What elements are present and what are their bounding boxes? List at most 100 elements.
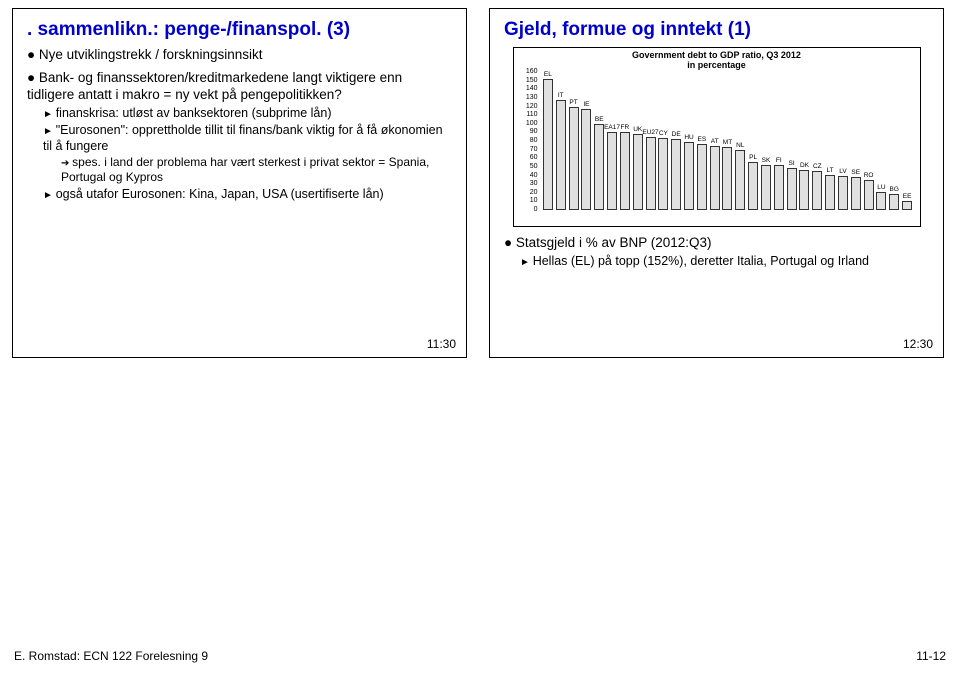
right-timecode: 12:30: [903, 337, 933, 351]
right-sub-1-text: Hellas (EL) på topp (152%), deretter Ita…: [533, 254, 869, 268]
chart-xlabel: MT: [723, 139, 732, 146]
left-list: Nye utviklingstrekk / forskningsinnsikt …: [27, 47, 452, 203]
chart-ytick: 60: [518, 154, 538, 161]
chart-bar: [658, 138, 668, 210]
chart-xlabel: RO: [864, 172, 874, 179]
left-sub-2-text: "Eurosonen": opprettholde tillit til fin…: [43, 123, 443, 153]
chart-bar: [787, 168, 797, 210]
chart-ytick: 40: [518, 172, 538, 179]
chart-xlabel: BG: [890, 186, 899, 193]
chart-xlabel: UK: [633, 126, 642, 133]
chart-bar: [902, 201, 912, 210]
chart-xlabel: FR: [621, 124, 630, 131]
chart-xlabel: IT: [558, 92, 564, 99]
chart-ytick: 0: [518, 206, 538, 213]
left-sub-3: også utafor Eurosonen: Kina, Japan, USA …: [43, 187, 452, 203]
chart-xlabel: IE: [583, 101, 589, 108]
chart-xlabel: LV: [839, 168, 846, 175]
chart-bar: [543, 79, 553, 210]
chart-ytick: 150: [518, 77, 538, 84]
right-bullet-1: Statsgjeld i % av BNP (2012:Q3) Hellas (…: [504, 235, 929, 270]
chart-xlabel: PL: [749, 154, 757, 161]
chart-bar: [671, 139, 681, 210]
chart-bar: [607, 132, 617, 210]
debt-chart: Government debt to GDP ratio, Q3 2012 in…: [513, 47, 921, 227]
left-sub-3-text: også utafor Eurosonen: Kina, Japan, USA …: [56, 187, 384, 201]
chart-xlabel: BE: [595, 116, 604, 123]
chart-bar: [774, 165, 784, 210]
chart-ytick: 100: [518, 120, 538, 127]
chart-ytick: 20: [518, 189, 538, 196]
right-sublist: Hellas (EL) på topp (152%), deretter Ita…: [504, 254, 929, 270]
chart-xlabel: CZ: [813, 163, 822, 170]
left-sub-1: finanskrisa: utløst av banksektoren (sub…: [43, 106, 452, 122]
chart-bar: [735, 150, 745, 210]
chart-title-line1: Government debt to GDP ratio, Q3 2012: [514, 50, 920, 60]
left-bullet-2-text: Bank- og finanssektoren/kreditmarkedene …: [27, 70, 402, 102]
chart-xlabel: AT: [711, 138, 719, 145]
chart-xlabel: SK: [762, 157, 771, 164]
chart-bar: [761, 165, 771, 210]
chart-bar: [581, 109, 591, 210]
chart-xlabel: SI: [789, 160, 795, 167]
chart-title-line2: in percentage: [514, 60, 920, 70]
chart-ytick: 120: [518, 103, 538, 110]
chart-ytick: 110: [518, 111, 538, 118]
chart-ytick: 10: [518, 197, 538, 204]
chart-bar: [851, 177, 861, 210]
chart-ytick: 50: [518, 163, 538, 170]
chart-bar: [889, 194, 899, 210]
chart-xlabel: ES: [698, 136, 707, 143]
chart-ytick: 160: [518, 68, 538, 75]
slide-right-title: Gjeld, formue og inntekt (1): [504, 19, 929, 41]
chart-bar: [646, 137, 656, 210]
slide-right: Gjeld, formue og inntekt (1) Government …: [489, 8, 944, 358]
slide-left-title: . sammenlikn.: penge-/finanspol. (3): [27, 19, 452, 41]
chart-bar: [722, 147, 732, 210]
right-bullet-1-text: Statsgjeld i % av BNP (2012:Q3): [516, 235, 712, 250]
chart-xlabel: FI: [776, 157, 782, 164]
left-bullet-1: Nye utviklingstrekk / forskningsinnsikt: [27, 47, 452, 64]
chart-xlabel: EE: [903, 193, 912, 200]
chart-plot-area: ELITPTIEBEEA17FRUKEU27CYDEHUESATMTNLPLSK…: [542, 72, 914, 220]
chart-title: Government debt to GDP ratio, Q3 2012 in…: [514, 50, 920, 70]
chart-bar: [697, 144, 707, 210]
chart-xlabel: DK: [800, 162, 809, 169]
footer-right: 11-12: [916, 649, 946, 663]
left-sublist: finanskrisa: utløst av banksektoren (sub…: [27, 106, 452, 203]
left-sub-2: "Eurosonen": opprettholde tillit til fin…: [43, 123, 452, 185]
chart-xlabel: HU: [684, 134, 693, 141]
chart-xlabel: DE: [672, 131, 681, 138]
right-sub-1: Hellas (EL) på topp (152%), deretter Ita…: [520, 254, 929, 270]
chart-xlabel: EU27: [642, 129, 658, 136]
chart-ytick: 130: [518, 94, 538, 101]
left-timecode: 11:30: [427, 337, 456, 351]
left-subsub-1: spes. i land der problema har vært sterk…: [61, 155, 452, 186]
left-subsub-1-text: spes. i land der problema har vært sterk…: [61, 155, 429, 185]
chart-bar: [864, 180, 874, 210]
chart-xlabel: SE: [851, 169, 860, 176]
chart-ytick: 140: [518, 85, 538, 92]
chart-bar: [799, 170, 809, 210]
chart-bar: [569, 107, 579, 211]
chart-bar: [684, 142, 694, 210]
slide-left: . sammenlikn.: penge-/finanspol. (3) Nye…: [12, 8, 467, 358]
chart-bar: [876, 192, 886, 210]
chart-xlabel: EL: [544, 71, 552, 78]
chart-bar: [556, 100, 566, 210]
left-subsublist: spes. i land der problema har vært sterk…: [43, 155, 452, 186]
chart-ytick: 80: [518, 137, 538, 144]
chart-bar: [748, 162, 758, 210]
page-footer: E. Romstad: ECN 122 Forelesning 9 11-12: [14, 649, 946, 663]
chart-bar: [633, 134, 643, 210]
chart-xlabel: CY: [659, 130, 668, 137]
chart-bar: [710, 146, 720, 210]
chart-bar: [620, 132, 630, 210]
chart-xlabel: NL: [736, 142, 744, 149]
footer-left: E. Romstad: ECN 122 Forelesning 9: [14, 649, 208, 663]
right-list: Statsgjeld i % av BNP (2012:Q3) Hellas (…: [504, 235, 929, 270]
chart-ytick: 70: [518, 146, 538, 153]
chart-ytick: 90: [518, 128, 538, 135]
chart-xlabel: LT: [827, 167, 834, 174]
left-bullet-2: Bank- og finanssektoren/kreditmarkedene …: [27, 70, 452, 203]
